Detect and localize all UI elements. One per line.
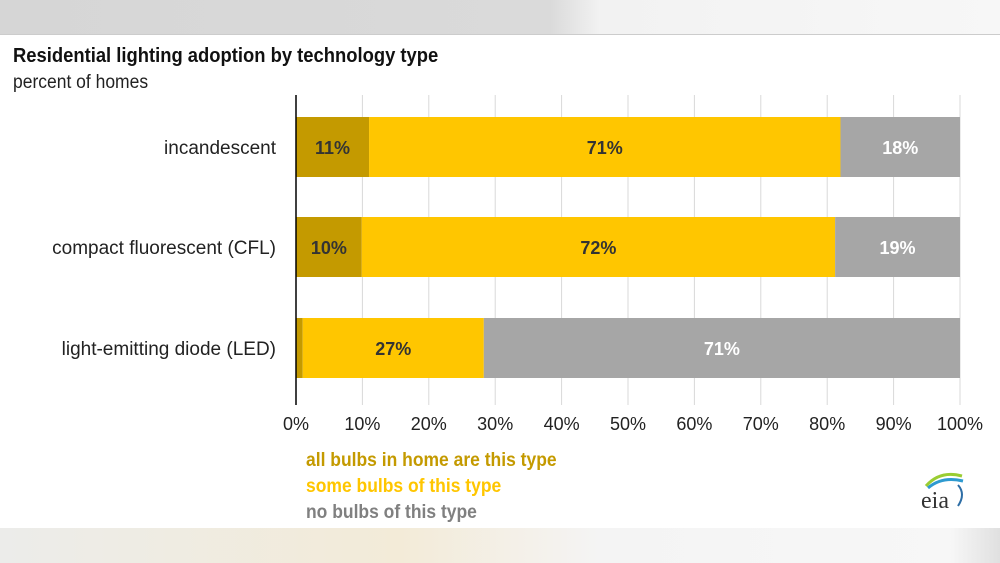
eia-logo: eia — [918, 468, 968, 512]
x-tick-label: 90% — [876, 414, 912, 434]
blurred-bottom-band — [0, 528, 1000, 563]
bar-segment — [483, 318, 960, 378]
x-tick-label: 10% — [344, 414, 380, 434]
data-label: 11% — [315, 138, 350, 158]
data-label: 19% — [880, 238, 916, 258]
data-label: 27% — [375, 339, 411, 359]
x-tick-label: 30% — [477, 414, 513, 434]
data-label: 10% — [311, 238, 347, 258]
x-tick-label: 70% — [743, 414, 779, 434]
data-label: 72% — [580, 238, 616, 258]
chart-title: Residential lighting adoption by technol… — [13, 45, 439, 67]
bar-segment — [296, 217, 362, 277]
x-tick-label: 40% — [544, 414, 580, 434]
category-label: light-emitting diode (LED) — [62, 339, 276, 360]
x-tick-label: 60% — [676, 414, 712, 434]
data-label: 18% — [882, 138, 918, 158]
bar-segment — [302, 318, 484, 378]
bar-segment — [296, 117, 370, 177]
x-tick-label: 20% — [411, 414, 447, 434]
svg-text:eia: eia — [921, 488, 949, 512]
blurred-top-band — [0, 0, 1000, 35]
legend-item-some: some bulbs of this type — [306, 476, 502, 497]
x-tick-label: 80% — [809, 414, 845, 434]
data-label: 71% — [704, 339, 740, 359]
x-tick-label: 100% — [937, 414, 983, 434]
bar-segment — [296, 318, 303, 378]
x-tick-label: 50% — [610, 414, 646, 434]
chart-subtitle: percent of homes — [13, 72, 149, 93]
data-label: 71% — [587, 138, 623, 158]
bar-segment — [369, 117, 841, 177]
legend-item-all: all bulbs in home are this type — [306, 450, 557, 471]
legend-item-none: no bulbs of this type — [306, 502, 477, 523]
category-label: incandescent — [164, 138, 277, 159]
x-tick-label: 0% — [283, 414, 309, 434]
category-label: compact fluorescent (CFL) — [52, 238, 276, 259]
bar-segment — [361, 217, 836, 277]
bar-segment — [835, 217, 960, 277]
bar-segment — [840, 117, 960, 177]
